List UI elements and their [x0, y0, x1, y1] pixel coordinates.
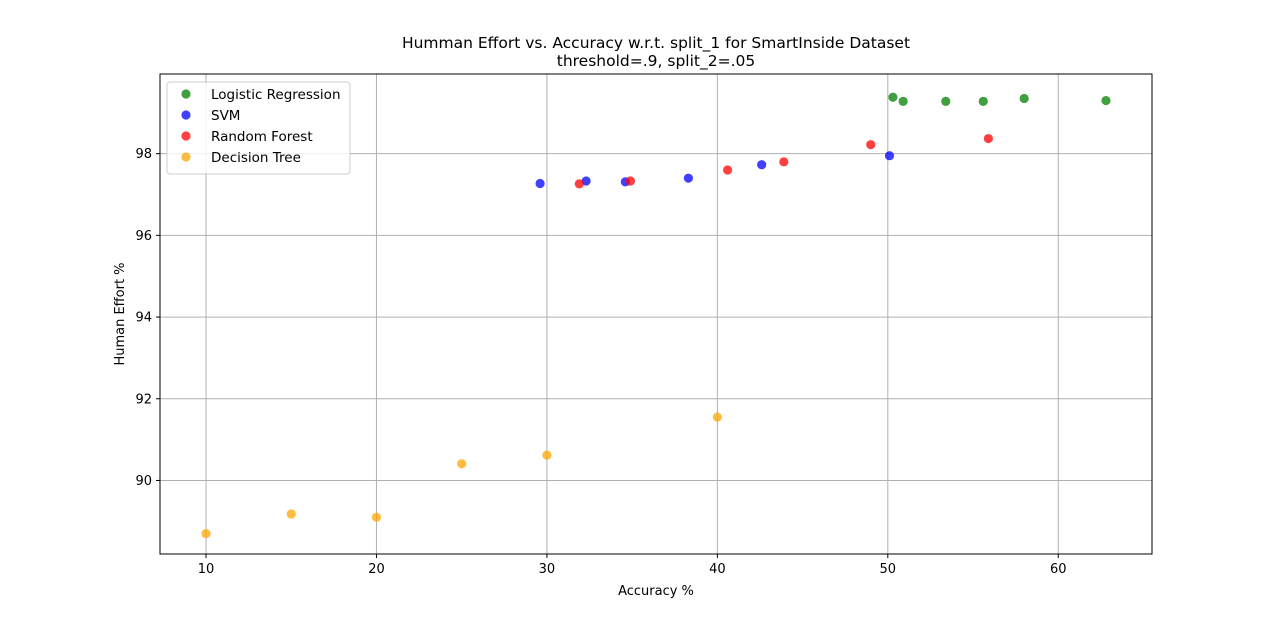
logistic-regression-point	[978, 96, 988, 106]
x-tick-label: 10	[198, 562, 215, 577]
y-tick-label: 90	[135, 474, 152, 489]
legend-marker-svm	[181, 110, 191, 120]
legend-box	[166, 81, 351, 175]
random-forest-point	[866, 140, 876, 150]
logistic-regression-point	[888, 92, 898, 102]
legend-marker-decision-tree	[181, 152, 191, 162]
x-tick-label: 30	[539, 562, 556, 577]
decision-tree-point	[201, 528, 211, 539]
y-tick-label: 94	[135, 311, 152, 326]
decision-tree-point	[712, 412, 722, 422]
svm-point	[683, 173, 693, 183]
x-tick-label: 20	[368, 562, 385, 577]
chart-subtitle: threshold=.9, split_2=.05	[557, 52, 755, 71]
y-tick-label: 96	[135, 229, 152, 244]
x-axis-label: Accuracy %	[618, 584, 694, 599]
x-tick-label: 50	[880, 562, 897, 577]
legend: Logistic Regression SVM Random Forest Decis…	[166, 81, 351, 175]
random-forest-point	[779, 157, 789, 167]
y-axis-label: Human Effort %	[113, 262, 128, 365]
decision-tree-point	[457, 459, 467, 469]
decision-tree-point	[542, 450, 552, 460]
svm-point	[884, 151, 895, 161]
plot-frame	[159, 73, 1153, 555]
data-points	[201, 92, 1111, 539]
svm-point	[535, 178, 545, 189]
random-forest-point	[574, 179, 584, 189]
legend-marker-logistic-regression	[181, 89, 191, 99]
legend-label-logistic-regression: Logistic Regression	[211, 87, 341, 103]
logistic-regression-point	[1019, 93, 1029, 104]
logistic-regression-point	[941, 96, 951, 106]
decision-tree-point	[371, 512, 382, 522]
axis-ticks: 10 20 30 40 50 60 90 92 94 96 98	[135, 147, 1066, 577]
legend-marker-random-forest	[181, 131, 191, 141]
x-tick-label: 40	[709, 562, 726, 577]
logistic-regression-point	[1101, 95, 1111, 106]
legend-label-random-forest: Random Forest	[211, 129, 313, 145]
y-tick-label: 98	[135, 147, 152, 162]
y-tick-label: 92	[135, 392, 152, 407]
logistic-regression-point	[898, 96, 908, 106]
svm-point	[757, 160, 767, 170]
random-forest-point	[722, 165, 733, 175]
decision-tree-point	[286, 509, 296, 519]
random-forest-point	[625, 176, 636, 186]
legend-label-decision-tree: Decision Tree	[211, 150, 301, 166]
x-tick-label: 60	[1050, 562, 1067, 577]
chart-title: Humman Effort vs. Accuracy w.r.t. split_…	[402, 34, 910, 53]
random-forest-point	[983, 133, 993, 144]
legend-label-svm: SVM	[211, 108, 240, 124]
